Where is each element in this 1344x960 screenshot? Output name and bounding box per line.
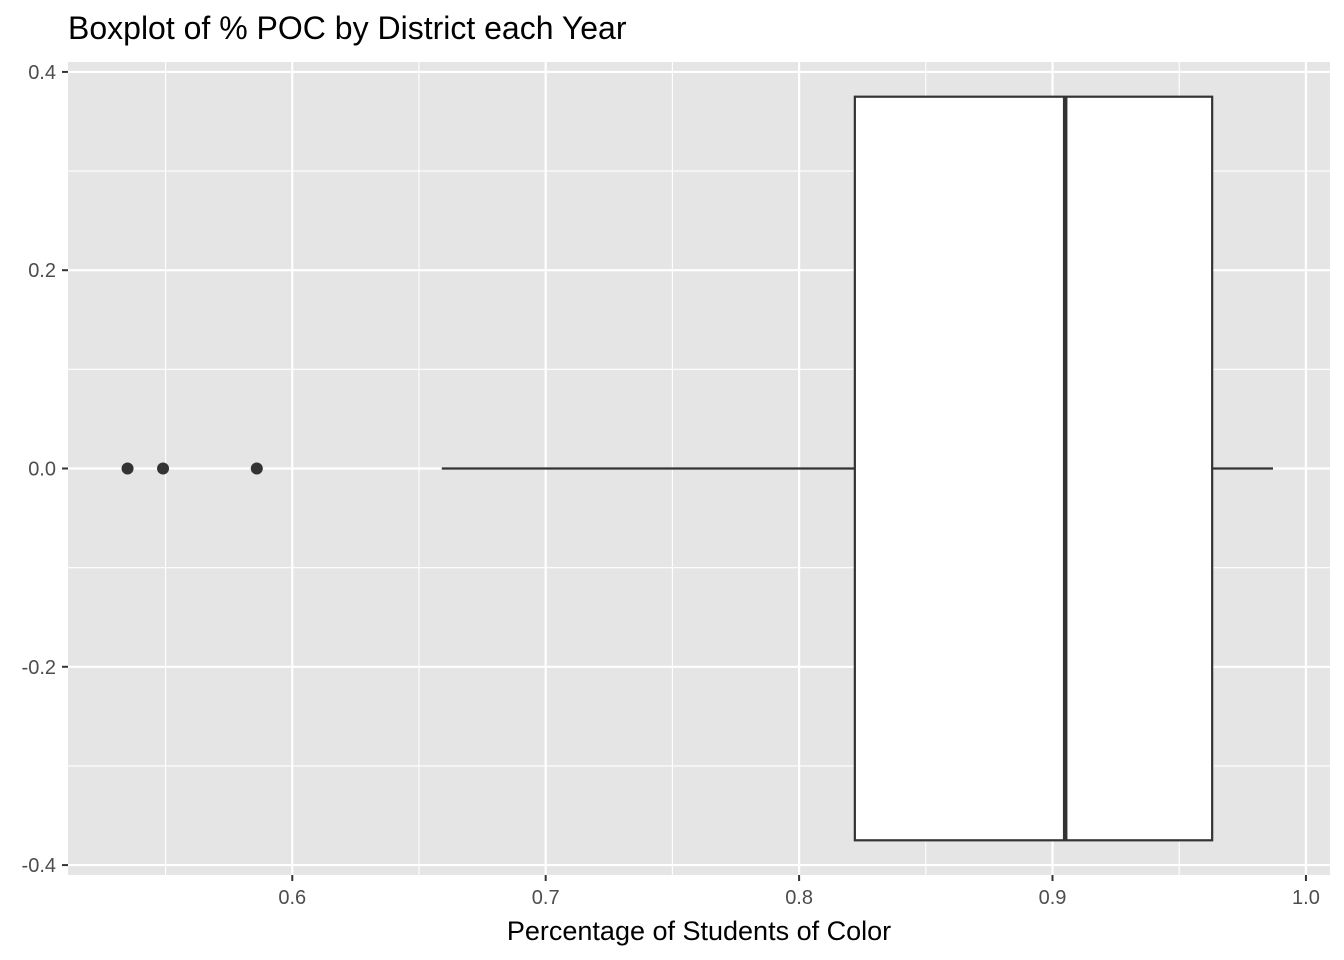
outlier-point — [157, 462, 170, 475]
boxplot-marks — [121, 95, 1273, 842]
y-tick-label: 0.2 — [28, 260, 56, 282]
x-tick-label: 0.6 — [278, 887, 306, 909]
outlier-point — [121, 462, 134, 475]
x-tick-label: 1.0 — [1292, 887, 1320, 909]
tick-labels: 0.6 0.7 0.8 0.9 1.0 0.4 0.2 0.0 -0.2 -0.4 — [22, 62, 1320, 909]
x-tick-label: 0.8 — [785, 887, 813, 909]
y-tick-label: -0.2 — [22, 657, 56, 679]
y-tick-label: 0.0 — [28, 459, 56, 481]
chart-title: Boxplot of % POC by District each Year — [68, 10, 627, 46]
y-tick-label: -0.4 — [22, 855, 56, 877]
interquartile-box — [853, 95, 1214, 842]
axis-ticks — [62, 70, 1307, 881]
x-axis-title: Percentage of Students of Color — [507, 916, 891, 946]
x-tick-label: 0.7 — [532, 887, 560, 909]
y-tick-label: 0.4 — [28, 62, 56, 84]
outlier-point — [250, 462, 263, 475]
x-tick-label: 0.9 — [1039, 887, 1067, 909]
